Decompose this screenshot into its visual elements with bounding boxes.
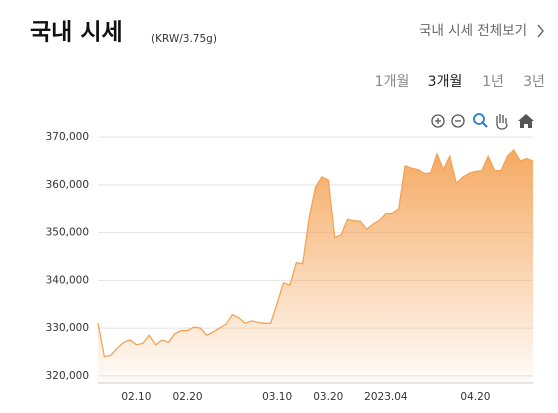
zoom-in[interactable] <box>431 114 445 128</box>
y-tick-label: 370,000 <box>46 131 89 143</box>
unit: (KRW/3.75g) <box>151 33 217 45</box>
range-tabs: 1개월 3개월 1년 3년 <box>375 74 545 90</box>
x-tick-label: 2023.04 <box>364 391 408 403</box>
pan[interactable] <box>496 114 508 130</box>
zoom-select[interactable] <box>473 113 488 128</box>
y-tick-label: 360,000 <box>46 179 89 191</box>
y-tick-label: 330,000 <box>46 322 89 334</box>
zoom-out[interactable] <box>451 114 465 128</box>
price-line <box>97 148 534 358</box>
reset[interactable] <box>518 114 534 128</box>
y-tick-label: 320,000 <box>46 370 89 382</box>
range-tab[interactable]: 3개월 <box>428 74 463 90</box>
x-tick-label: 03.20 <box>313 391 343 403</box>
y-tick-label: 350,000 <box>46 227 89 239</box>
x-tick-label: 02.10 <box>121 391 151 403</box>
x-tick-label: 04.20 <box>460 391 490 403</box>
x-tick-label: 03.10 <box>262 391 292 403</box>
chevron[interactable] <box>537 24 544 38</box>
area-fill <box>98 150 533 383</box>
view-all-link[interactable]: 국내 시세 전체보기 <box>419 23 527 39</box>
title: 국내 시세 <box>30 20 123 46</box>
y-tick-label: 340,000 <box>46 274 89 286</box>
plot: 320,000 330,000 340,000 350,000 360,000 370,0… <box>46 131 534 403</box>
x-tick-label: 02.20 <box>173 391 203 403</box>
range-tab[interactable]: 1년 <box>482 74 504 90</box>
chart-tools <box>431 113 534 130</box>
range-tab[interactable]: 3년 <box>523 74 545 90</box>
range-tab[interactable]: 1개월 <box>375 74 410 90</box>
